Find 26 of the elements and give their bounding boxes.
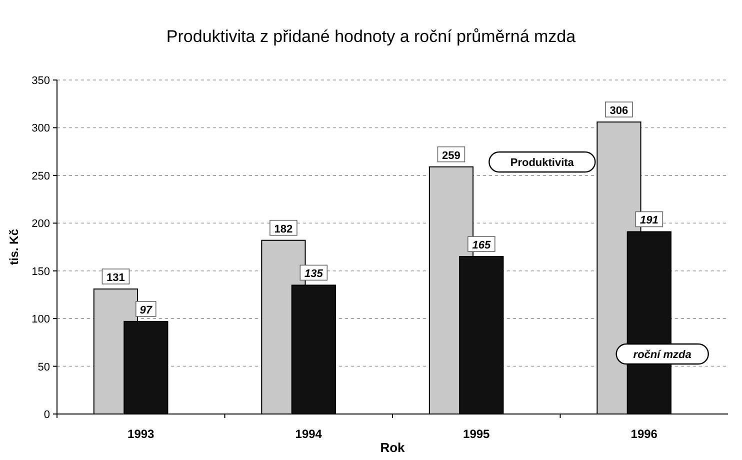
y-tick-label: 350: [32, 75, 50, 87]
y-tick-label: 200: [32, 218, 50, 230]
x-tick-label: 1994: [295, 427, 322, 441]
x-tick-label: 1993: [128, 427, 155, 441]
data-label: 165: [472, 240, 492, 252]
x-tick-label: 1995: [463, 427, 490, 441]
chart-title: Produktivita z přidané hodnoty a roční průměrná mzda: [166, 27, 576, 46]
y-tick-label: 250: [32, 170, 50, 182]
series-label: roční mzda: [633, 349, 692, 361]
y-tick-label: 300: [32, 122, 50, 135]
y-tick-label: 150: [32, 266, 50, 278]
y-tick-label: 100: [32, 314, 50, 326]
y-tick-label: 0: [44, 409, 50, 421]
data-label: 182: [274, 223, 293, 236]
data-label: 306: [610, 104, 628, 117]
data-label: 97: [140, 304, 153, 316]
data-label: 131: [106, 272, 125, 284]
name-tag: roční mzda: [616, 343, 709, 365]
y-tick-label: 50: [38, 361, 50, 374]
y-axis-title: tis. Kč: [7, 228, 21, 266]
data-label: 259: [442, 150, 460, 162]
name-tag: Produktivita: [488, 151, 596, 173]
data-label: 135: [304, 268, 324, 280]
data-label: 191: [640, 214, 658, 227]
x-axis-title: Rok: [380, 440, 406, 455]
x-tick-label: 1996: [630, 427, 658, 441]
